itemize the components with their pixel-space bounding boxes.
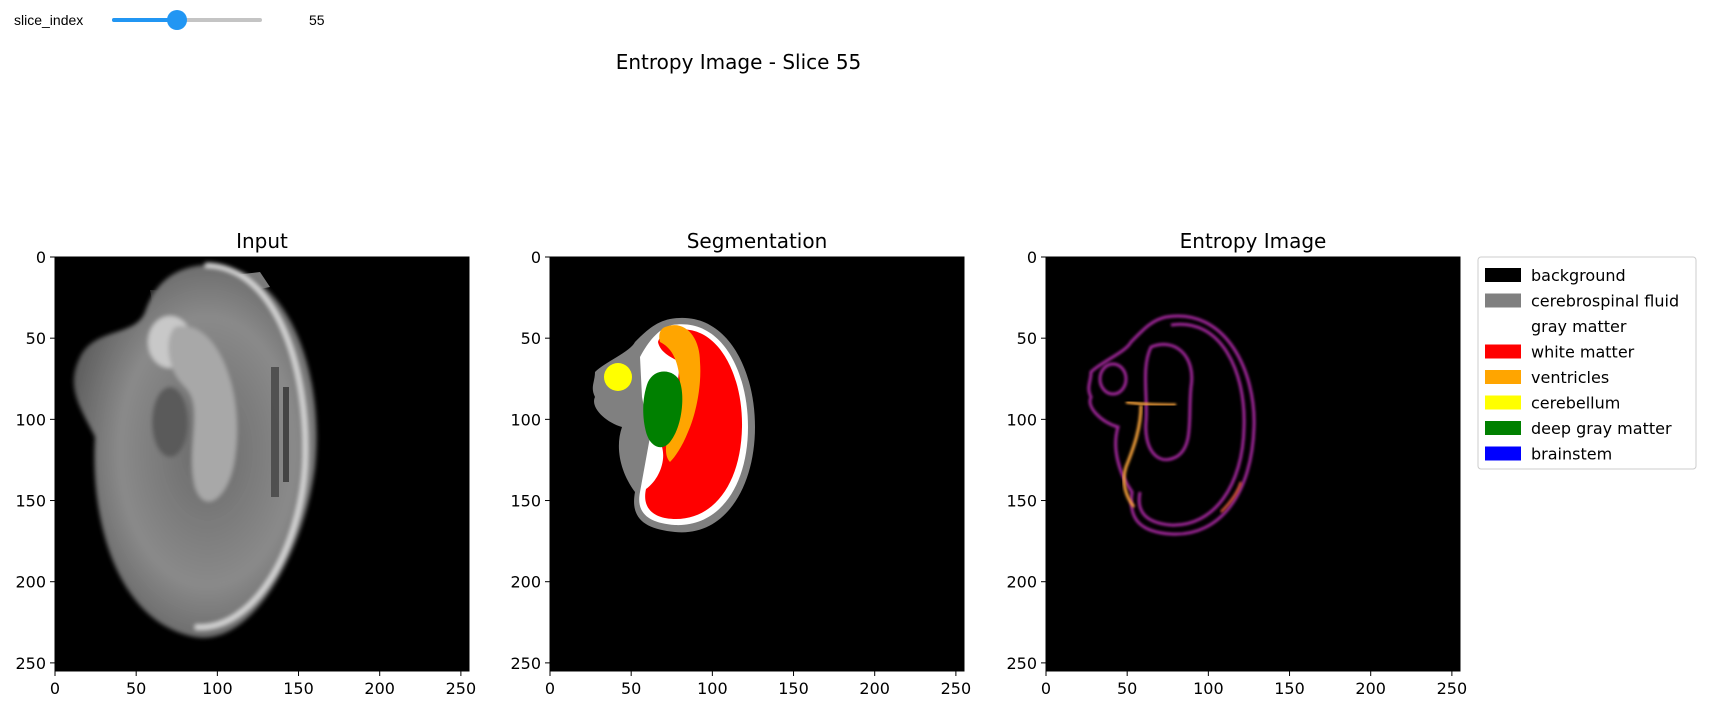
y-tick-label: 200 bbox=[510, 573, 541, 592]
legend-label: cerebrospinal fluid bbox=[1531, 292, 1679, 311]
legend-swatch bbox=[1485, 293, 1521, 308]
entropy-panel bbox=[1046, 257, 1460, 671]
y-tick-label: 100 bbox=[15, 410, 46, 429]
x-tick-label: 200 bbox=[859, 679, 890, 698]
x-tick-label: 150 bbox=[1274, 679, 1305, 698]
y-tick-label: 0 bbox=[36, 248, 46, 267]
slider-fill bbox=[112, 18, 177, 22]
legend: background cerebrospinal fluid gray matter… bbox=[1477, 256, 1697, 470]
legend-swatch bbox=[1485, 446, 1521, 461]
y-tick-label: 200 bbox=[15, 573, 46, 592]
legend-label: cerebellum bbox=[1531, 394, 1620, 413]
x-tick-label: 100 bbox=[1193, 679, 1224, 698]
slider-thumb[interactable] bbox=[166, 10, 187, 30]
x-tick-label: 0 bbox=[1041, 679, 1051, 698]
legend-frame bbox=[1477, 256, 1697, 470]
x-tick-label: 250 bbox=[941, 679, 972, 698]
y-tick-label: 100 bbox=[510, 410, 541, 429]
legend-swatch bbox=[1485, 319, 1521, 333]
y-tick-label: 250 bbox=[15, 654, 46, 673]
x-tick-label: 0 bbox=[50, 679, 60, 698]
legend-swatch bbox=[1485, 344, 1521, 359]
panel-title: Input bbox=[236, 229, 288, 253]
slice-index-widget: slice_index 55 bbox=[0, 0, 360, 40]
y-tick-label: 100 bbox=[1006, 410, 1037, 429]
x-tick-label: 150 bbox=[778, 679, 809, 698]
figure-title: Entropy Image - Slice 55 bbox=[615, 50, 862, 74]
x-tick-label: 200 bbox=[1355, 679, 1386, 698]
segmentation-image bbox=[550, 257, 964, 671]
input-panel bbox=[55, 257, 469, 671]
x-tick-label: 100 bbox=[202, 679, 233, 698]
segmentation-panel bbox=[550, 257, 964, 671]
entropy-image bbox=[1046, 257, 1460, 671]
legend-label: ventricles bbox=[1531, 368, 1609, 387]
y-tick-label: 50 bbox=[521, 329, 541, 348]
slice-index-slider[interactable] bbox=[112, 18, 262, 22]
legend-swatch bbox=[1485, 421, 1521, 435]
legend-label: deep gray matter bbox=[1531, 419, 1672, 438]
y-tick-label: 200 bbox=[1006, 573, 1037, 592]
axes-frame bbox=[549, 256, 965, 672]
y-tick-label: 50 bbox=[26, 329, 46, 348]
legend-swatch bbox=[1485, 395, 1521, 410]
y-tick-label: 0 bbox=[1027, 248, 1037, 267]
legend-swatch bbox=[1485, 268, 1521, 282]
y-tick-label: 250 bbox=[510, 654, 541, 673]
x-tick-label: 100 bbox=[697, 679, 728, 698]
slice-index-readout: 55 bbox=[309, 12, 325, 28]
legend-label: background bbox=[1531, 266, 1626, 285]
x-tick-label: 250 bbox=[446, 679, 477, 698]
panel-title: Entropy Image bbox=[1180, 229, 1327, 253]
y-tick-label: 150 bbox=[15, 492, 46, 511]
x-tick-label: 0 bbox=[545, 679, 555, 698]
y-tick-label: 150 bbox=[1006, 492, 1037, 511]
panel-title: Segmentation bbox=[687, 229, 828, 253]
segmentation-map bbox=[592, 317, 755, 533]
axes-frame bbox=[54, 256, 470, 672]
slice-index-label: slice_index bbox=[14, 12, 84, 28]
x-tick-label: 250 bbox=[1437, 679, 1468, 698]
y-tick-label: 50 bbox=[1017, 329, 1037, 348]
y-tick-label: 150 bbox=[510, 492, 541, 511]
x-tick-label: 50 bbox=[621, 679, 641, 698]
axes-frame bbox=[1045, 256, 1461, 672]
x-tick-label: 50 bbox=[126, 679, 146, 698]
x-tick-label: 50 bbox=[1117, 679, 1137, 698]
legend-swatch bbox=[1485, 370, 1521, 384]
y-tick-label: 250 bbox=[1006, 654, 1037, 673]
legend-label: white matter bbox=[1531, 343, 1635, 362]
input-brain bbox=[73, 262, 317, 638]
entropy-map bbox=[1087, 314, 1256, 536]
x-tick-label: 200 bbox=[364, 679, 395, 698]
y-tick-label: 0 bbox=[531, 248, 541, 267]
legend-label: brainstem bbox=[1531, 445, 1612, 464]
x-tick-label: 150 bbox=[283, 679, 314, 698]
legend-label: gray matter bbox=[1531, 317, 1627, 336]
